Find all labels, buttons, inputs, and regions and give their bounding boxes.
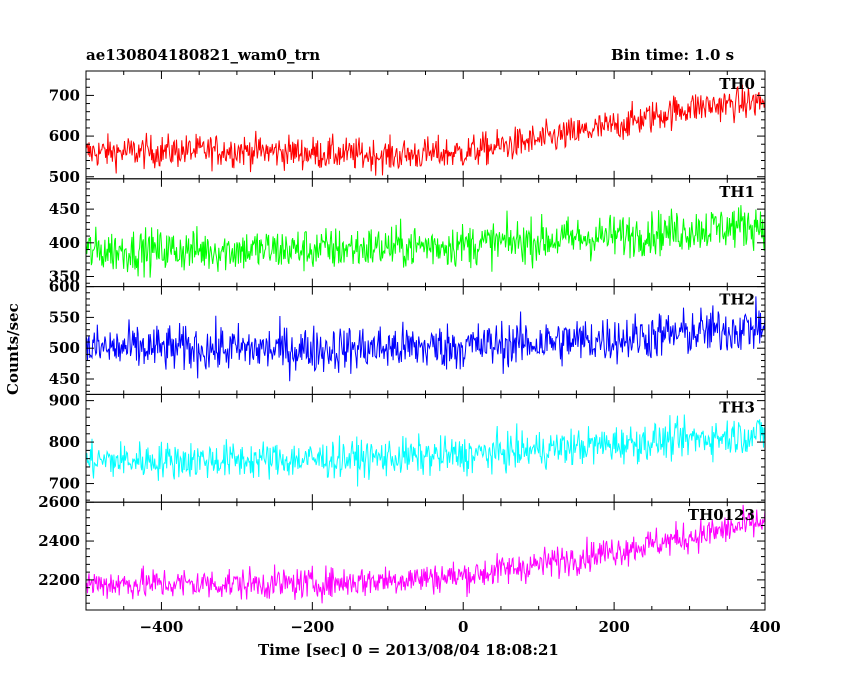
y-tick-label: 500: [49, 168, 80, 186]
x-tick-label: −400: [139, 618, 183, 636]
y-tick-label: 600: [49, 127, 80, 145]
x-tick-label: 200: [598, 618, 629, 636]
y-tick-label: 550: [49, 308, 80, 326]
y-tick-label: 2400: [38, 532, 80, 550]
y-tick-label: 2200: [38, 571, 80, 589]
observation-title: ae130804180821_wam0_trn: [86, 46, 321, 64]
panel-frame: [85, 393, 766, 503]
bin-time-label: Bin time: 1.0 s: [611, 46, 735, 64]
y-tick-label: 700: [49, 475, 80, 493]
panel-frame: [85, 70, 766, 180]
y-axis-label: Counts/sec: [4, 303, 22, 395]
y-tick-label: 2600: [38, 493, 80, 511]
panel-th2: 450 500 550 600 TH2: [49, 278, 766, 395]
y-tick-label: 700: [49, 86, 80, 104]
y-tick-label: 800: [49, 433, 80, 451]
y-tick-label: 500: [49, 339, 80, 357]
y-tick-label: 400: [49, 234, 80, 252]
series-line-th0123: [86, 504, 765, 604]
panel-th0123: 2200 2400 2600 TH0123: [38, 493, 766, 611]
series-line-th3: [86, 414, 765, 487]
series-label-th3: TH3: [719, 398, 755, 416]
series-line-th1: [86, 205, 765, 278]
x-tick-label: −200: [290, 618, 334, 636]
y-tick-label: 450: [49, 370, 80, 388]
series-label-th2: TH2: [719, 291, 755, 309]
x-tick-label: 400: [749, 618, 780, 636]
x-axis-label: Time [sec] 0 = 2013/08/04 18:08:21: [258, 641, 559, 659]
series-label-th0: TH0: [719, 75, 755, 93]
panel-frame: [85, 501, 766, 611]
y-tick-label: 350: [49, 267, 80, 285]
series-line-th0: [86, 84, 765, 176]
series-label-th1: TH1: [719, 183, 755, 201]
y-tick-label: 900: [49, 392, 80, 410]
x-tick-label: 0: [458, 618, 468, 636]
panel-th3: 700 800 900 TH3: [49, 392, 766, 503]
panel-th0: 500 600 700 TH0: [49, 70, 766, 186]
panel-th1: 350 400 450 TH1: [49, 178, 766, 288]
panel-frame: [85, 178, 766, 288]
series-label-th0123: TH0123: [688, 506, 755, 524]
y-tick-label: 450: [49, 200, 80, 218]
y-tick-label: 600: [49, 278, 80, 296]
series-line-th2: [86, 296, 765, 382]
